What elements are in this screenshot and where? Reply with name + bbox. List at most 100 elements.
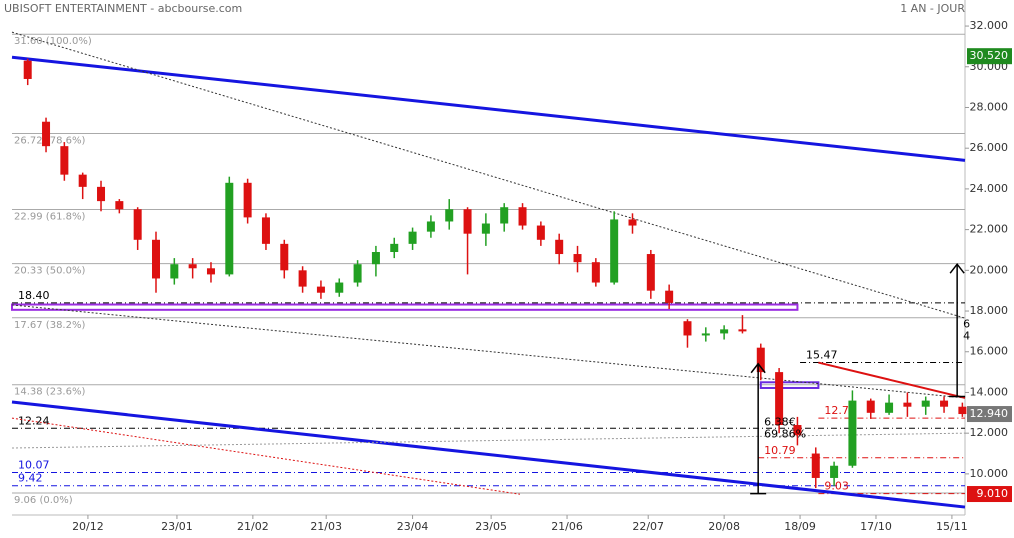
candle-body	[793, 425, 802, 436]
candle-body	[536, 225, 545, 240]
level-label: 9.03	[824, 480, 849, 493]
candle-body	[206, 268, 215, 275]
y-tick-label: 10.000	[970, 467, 1009, 480]
candle-body	[591, 262, 600, 283]
zone	[11, 303, 799, 311]
y-tick-label: 18.000	[970, 304, 1009, 317]
candle-body	[866, 400, 875, 413]
measure-head	[750, 362, 766, 374]
candle-body	[921, 400, 930, 407]
candle-body	[261, 217, 270, 244]
candle-body	[940, 400, 949, 407]
candle-body	[573, 254, 582, 263]
x-tick-label: 20/08	[708, 520, 740, 533]
x-tick-label: 23/05	[475, 520, 507, 533]
candle-body	[646, 254, 655, 291]
candle-body	[60, 146, 69, 175]
trendline	[818, 361, 966, 399]
x-tick-label: 23/04	[397, 520, 429, 533]
candle-body	[426, 221, 435, 232]
candle-body	[701, 333, 710, 336]
price-tag	[967, 48, 1012, 65]
candle-body	[371, 252, 380, 265]
x-tick-label: 21/02	[237, 520, 269, 533]
x-tick-label: 21/03	[310, 520, 342, 533]
x-tick-label: 15/11	[936, 520, 968, 533]
retracement-label: 14.38 (23.6%)	[14, 387, 85, 398]
candle-body	[353, 264, 362, 283]
candle-body	[683, 321, 692, 336]
candle-body	[958, 406, 967, 415]
x-tick-label: 18/09	[784, 520, 816, 533]
trendline	[11, 304, 966, 399]
retracement-label: 22.99 (61.8%)	[14, 211, 85, 222]
y-tick-label: 28.000	[970, 100, 1009, 113]
measure-label: 4	[963, 329, 970, 342]
candle-body	[775, 372, 784, 426]
trendline	[11, 400, 966, 509]
candle-body	[756, 347, 765, 373]
candle-body	[42, 121, 51, 147]
level-label: 12.74	[824, 404, 856, 417]
level-label: 9.42	[18, 472, 43, 485]
candle-body	[133, 209, 142, 240]
x-tick-label: 20/12	[72, 520, 104, 533]
candle-body	[390, 243, 399, 253]
x-tick-label: 17/10	[860, 520, 892, 533]
candle-body	[170, 264, 179, 279]
candle-body	[78, 174, 87, 187]
trendline	[11, 55, 966, 162]
retracement-label: 9.06 (0.0%)	[14, 495, 73, 506]
trendline	[11, 31, 966, 319]
retracement-label: 20.33 (50.0%)	[14, 266, 85, 277]
zone	[759, 381, 820, 389]
price-tag	[967, 486, 1012, 503]
x-tick-label: 22/07	[632, 520, 664, 533]
price-tag	[967, 406, 1012, 423]
candle-body	[610, 219, 619, 283]
candle-body	[408, 231, 417, 244]
y-tick-label: 16.000	[970, 345, 1009, 358]
candle-body	[903, 402, 912, 407]
candle-body	[481, 223, 490, 234]
candle-body	[335, 282, 344, 293]
candle-body	[518, 207, 527, 226]
price-tag-label: 30.520	[970, 49, 1009, 62]
trendline	[11, 432, 966, 449]
y-tick-label: 20.000	[970, 263, 1009, 276]
candle-body	[628, 219, 637, 226]
candle-body	[225, 182, 234, 275]
level-label: 10.79	[764, 444, 796, 457]
candle-body	[298, 270, 307, 287]
candle-body	[720, 329, 729, 334]
y-tick-label: 14.000	[970, 385, 1009, 398]
candle-body	[848, 400, 857, 466]
x-tick-label: 23/01	[161, 520, 193, 533]
y-tick-label: 24.000	[970, 182, 1009, 195]
candle-body	[811, 453, 820, 478]
trendline	[11, 417, 520, 495]
candle-body	[151, 239, 160, 279]
candle-body	[188, 264, 197, 269]
candle-body	[445, 209, 454, 222]
chart-title: UBISOFT ENTERTAINMENT - abcbourse.com	[4, 2, 242, 15]
price-tag-label: 12.940	[970, 407, 1009, 420]
measure-label: 6.38€	[764, 416, 796, 429]
y-tick-label: 32.000	[970, 19, 1009, 32]
retracement-label: 17.67 (38.2%)	[14, 320, 85, 331]
candle-body	[500, 207, 509, 224]
retracement-label: 31.60 (100.0%)	[14, 36, 92, 47]
x-tick-label: 21/06	[551, 520, 583, 533]
y-tick-label: 26.000	[970, 141, 1009, 154]
level-label: 15.47	[806, 349, 838, 362]
candle-body	[243, 182, 252, 218]
level-label: 18.40	[18, 289, 50, 302]
measure-label: 69.86%	[764, 428, 806, 441]
level-label: 10.07	[18, 458, 50, 471]
candle-body	[830, 465, 839, 478]
candle-body	[23, 60, 32, 79]
candle-body	[738, 329, 747, 332]
measure-label: 6	[963, 317, 970, 330]
candle-body	[463, 209, 472, 234]
